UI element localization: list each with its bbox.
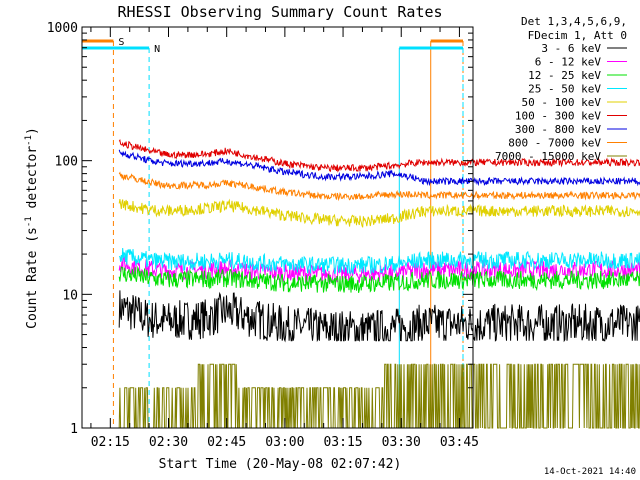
series-line-7000-15000-kev	[118, 363, 640, 429]
flag-label-n: N	[154, 44, 160, 55]
x-tick-label: 03:30	[382, 435, 421, 450]
axes: 1 10 100 1000 02:15 02:30 02:45 03:00 03:15 03:30…	[47, 21, 479, 450]
legend-entry-label: 300 - 800 keV	[515, 123, 601, 136]
y-tick-label: 1000	[47, 21, 78, 36]
series-line-800-7000-kev	[118, 171, 640, 202]
legend: Det 1,3,4,5,6,9,FDecim 1, Att 03 - 6 keV…	[495, 15, 627, 163]
legend-header-line: FDecim 1, Att 0	[528, 29, 627, 42]
series-line-25-50-kev	[118, 247, 640, 276]
x-tick-label: 02:30	[149, 435, 188, 450]
y-tick-label: 100	[55, 155, 78, 170]
series-line-100-300-kev	[118, 139, 640, 173]
y-tick-label: 1	[70, 422, 78, 437]
y-axis-label: Count Rate (s-1 detector-1)	[24, 127, 40, 329]
legend-entry-label: 7000 - 15000 keV	[495, 150, 601, 163]
series-line-50-100-kev	[118, 198, 640, 228]
x-tick-label: 02:15	[91, 435, 130, 450]
legend-entry-label: 800 - 7000 keV	[508, 137, 601, 150]
x-tick-label: 03:00	[265, 435, 304, 450]
flag-label-s: S	[118, 37, 124, 48]
legend-header-line: Det 1,3,4,5,6,9,	[521, 15, 627, 28]
plot-frame	[81, 26, 474, 429]
legend-entry-label: 6 - 12 keV	[535, 56, 602, 69]
footer-date: 14-Oct-2021 14:40	[544, 467, 636, 477]
plot-area: SN	[82, 37, 640, 429]
series-line-300-800-kev	[118, 149, 640, 187]
legend-entry-label: 100 - 300 keV	[515, 110, 601, 123]
legend-entry-label: 50 - 100 keV	[522, 96, 602, 109]
series-line-12-25-kev	[118, 265, 640, 294]
x-tick-label: 03:45	[440, 435, 479, 450]
x-tick-label: 03:15	[323, 435, 362, 450]
series-line-3-6-kev	[118, 290, 640, 343]
y-tick-label: 10	[62, 288, 78, 303]
x-axis-label: Start Time (20-May-08 02:07:42)	[159, 457, 402, 472]
legend-entry-label: 25 - 50 keV	[528, 83, 601, 96]
chart-title: RHESSI Observing Summary Count Rates	[117, 3, 442, 21]
legend-entry-label: 12 - 25 keV	[528, 69, 601, 82]
legend-entry-label: 3 - 6 keV	[541, 42, 601, 55]
x-tick-label: 02:45	[207, 435, 246, 450]
